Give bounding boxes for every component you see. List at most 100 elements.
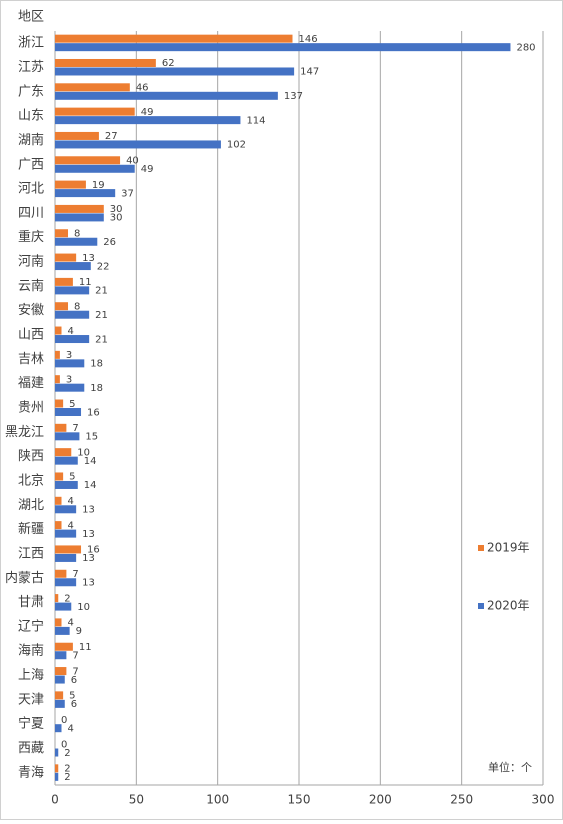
bar (55, 335, 90, 344)
bar (55, 180, 86, 189)
data-label: 3 (66, 374, 72, 385)
bar (55, 156, 121, 165)
bar (55, 58, 156, 67)
data-label: 0 (61, 739, 67, 750)
bar (55, 302, 69, 311)
bar (55, 642, 73, 651)
data-label: 21 (95, 310, 108, 321)
unit-note: 单位：个 (488, 760, 532, 774)
bar (55, 116, 241, 125)
bar (55, 594, 59, 603)
data-label: 26 (103, 237, 116, 248)
y-tick-label: 黑龙江 (5, 425, 44, 440)
x-tick-label: 150 (288, 793, 311, 807)
x-tick-label: 100 (206, 793, 229, 807)
bar (55, 286, 90, 295)
bar (55, 91, 278, 100)
x-tick-label: 50 (129, 793, 144, 807)
bar (55, 578, 77, 587)
y-tick-label: 陕西 (18, 449, 44, 464)
bar (55, 277, 73, 286)
data-label: 14 (84, 480, 97, 491)
data-label: 19 (92, 180, 105, 191)
data-label: 15 (85, 432, 98, 443)
data-label: 13 (82, 553, 95, 564)
y-tick-label: 湖南 (18, 132, 44, 148)
data-label: 147 (300, 67, 319, 78)
data-label: 4 (68, 618, 74, 629)
data-label: 5 (69, 472, 75, 483)
bar (55, 553, 77, 562)
data-label: 146 (298, 34, 317, 45)
legend-label: 2020年 (487, 599, 530, 613)
bar (55, 350, 60, 359)
data-label: 49 (141, 107, 154, 118)
bar (55, 480, 78, 489)
data-label: 13 (82, 578, 95, 589)
bar (55, 667, 67, 676)
y-tick-label: 河南 (18, 254, 44, 270)
y-tick-label: 山西 (18, 328, 44, 343)
legend-swatch (478, 603, 484, 609)
bar (55, 408, 82, 416)
data-label: 102 (227, 140, 246, 151)
y-tick-label: 重庆 (18, 229, 44, 245)
y-tick-label: 江苏 (18, 59, 44, 75)
data-label: 21 (95, 286, 108, 297)
data-label: 6 (71, 699, 77, 710)
y-tick-label: 云南 (18, 278, 44, 294)
data-label: 2 (64, 764, 70, 775)
bar (55, 432, 80, 441)
data-label: 40 (126, 156, 139, 167)
bar (55, 262, 91, 271)
bar (55, 83, 130, 92)
bar (55, 375, 60, 384)
data-label: 16 (87, 545, 100, 556)
data-label: 8 (74, 228, 80, 239)
data-label: 4 (68, 326, 74, 337)
bar (55, 383, 85, 392)
bar (55, 456, 78, 465)
bar (55, 529, 77, 538)
data-label: 280 (516, 42, 535, 53)
y-tick-label: 贵州 (18, 401, 44, 416)
data-label: 11 (79, 642, 92, 653)
bar (55, 764, 59, 773)
bar (55, 326, 62, 335)
data-label: 13 (82, 529, 95, 540)
bar (55, 699, 65, 708)
bar (55, 772, 59, 781)
data-label: 27 (105, 131, 118, 142)
data-label: 137 (284, 91, 303, 102)
data-label: 7 (72, 423, 78, 434)
bar (55, 569, 67, 578)
x-tick-label: 0 (51, 793, 59, 807)
y-tick-label: 青海 (18, 765, 44, 780)
y-tick-label: 天津 (18, 692, 44, 707)
data-label: 22 (97, 261, 110, 272)
data-label: 30 (110, 213, 123, 224)
y-tick-label: 北京 (18, 473, 44, 488)
bar (55, 204, 104, 213)
bar (55, 423, 67, 432)
data-label: 7 (72, 650, 78, 661)
x-tick-label: 250 (450, 793, 473, 807)
data-label: 62 (162, 58, 175, 69)
data-label: 16 (87, 407, 100, 418)
data-label: 4 (68, 496, 74, 507)
data-label: 8 (74, 301, 80, 312)
bar (55, 310, 90, 319)
bar (55, 359, 85, 368)
y-tick-label: 海南 (18, 643, 44, 659)
bar (55, 724, 62, 733)
data-label: 9 (76, 626, 82, 637)
y-tick-label: 河北 (18, 182, 44, 197)
y-tick-label: 湖北 (18, 498, 44, 513)
data-label: 10 (77, 447, 90, 458)
bar (55, 34, 293, 43)
bar (55, 691, 64, 700)
data-label: 6 (71, 675, 77, 686)
y-tick-label: 江西 (18, 546, 44, 561)
bar (55, 140, 221, 149)
